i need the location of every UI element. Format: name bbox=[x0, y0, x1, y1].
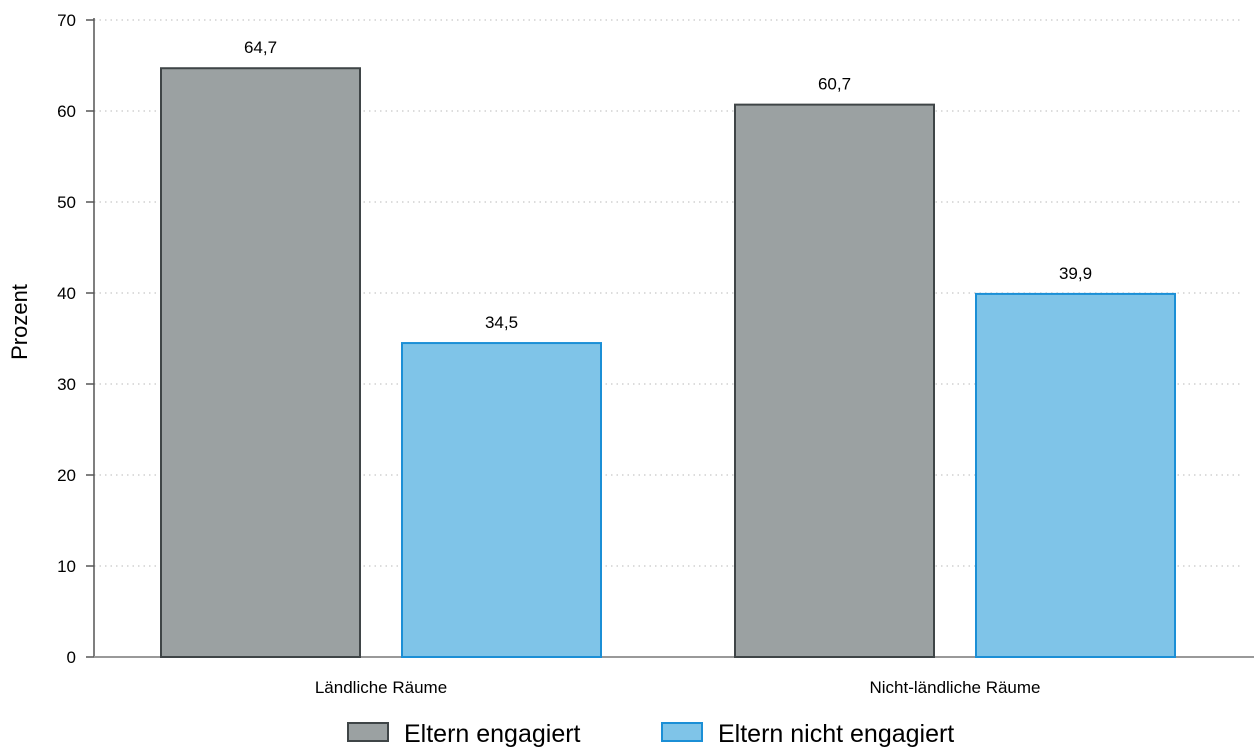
x-category-label: Nicht-ländliche Räume bbox=[869, 678, 1040, 697]
y-tick-label: 10 bbox=[57, 557, 76, 576]
bar-value-label: 60,7 bbox=[818, 75, 851, 94]
y-tick-label: 70 bbox=[57, 11, 76, 30]
y-tick-label: 20 bbox=[57, 466, 76, 485]
y-tick-label: 0 bbox=[67, 648, 76, 667]
bar bbox=[160, 67, 361, 659]
bar bbox=[975, 292, 1176, 658]
legend-label: Eltern nicht engagiert bbox=[718, 720, 954, 748]
bar-value-label: 34,5 bbox=[485, 313, 518, 332]
legend: Eltern engagiert Eltern nicht engagiert bbox=[347, 720, 954, 748]
y-tick-label: 30 bbox=[57, 375, 76, 394]
bar bbox=[401, 342, 602, 658]
y-axis-ticks: 0 10 20 30 40 50 60 70 bbox=[57, 11, 94, 667]
y-tick-label: 60 bbox=[57, 102, 76, 121]
bars: 64,7 34,5 60,7 39,9 bbox=[160, 38, 1176, 659]
x-axis-category-labels: Ländliche Räume Nicht-ländliche Räume bbox=[315, 678, 1041, 697]
legend-swatch bbox=[661, 722, 703, 742]
legend-swatch bbox=[347, 722, 389, 742]
y-axis-label: Prozent bbox=[7, 284, 32, 360]
y-tick-label: 40 bbox=[57, 284, 76, 303]
bar-value-label: 64,7 bbox=[244, 38, 277, 57]
x-category-label: Ländliche Räume bbox=[315, 678, 447, 697]
y-tick-label: 50 bbox=[57, 193, 76, 212]
bar-value-label: 39,9 bbox=[1059, 264, 1092, 283]
bar bbox=[734, 103, 935, 658]
legend-label: Eltern engagiert bbox=[404, 720, 581, 748]
